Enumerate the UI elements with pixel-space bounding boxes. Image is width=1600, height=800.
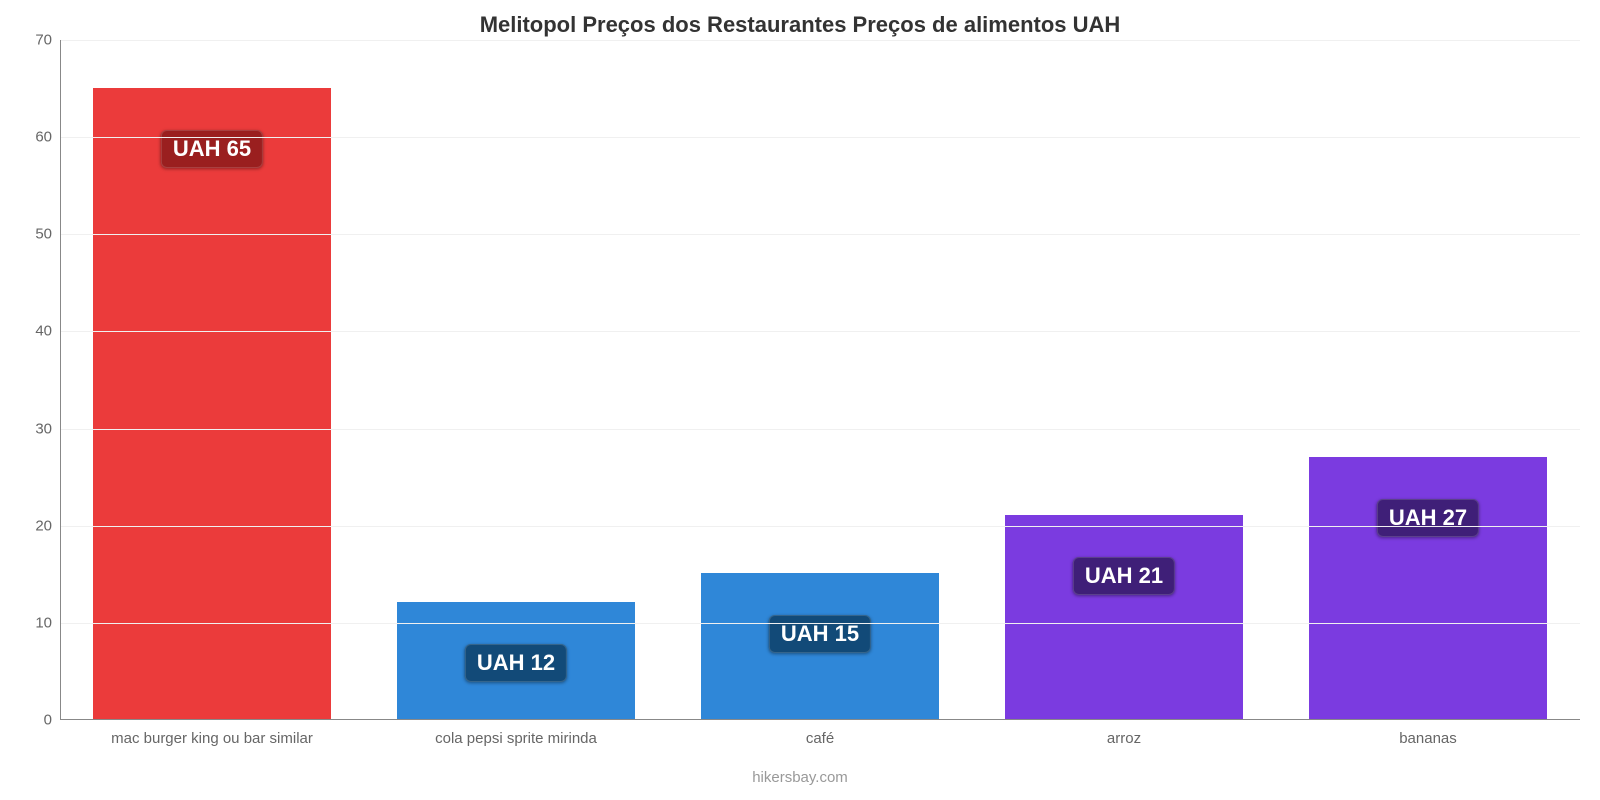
bar-slot	[972, 40, 1276, 720]
bar-slot	[364, 40, 668, 720]
x-tick-label: mac burger king ou bar similar	[111, 720, 313, 747]
grid-line	[61, 234, 1580, 235]
y-tick-label: 20	[35, 517, 60, 534]
x-tick-label: arroz	[1107, 720, 1141, 747]
grid-line	[61, 137, 1580, 138]
y-tick-label: 30	[35, 420, 60, 437]
bar	[1005, 515, 1242, 719]
price-bar-chart: Melitopol Preços dos Restaurantes Preços…	[0, 0, 1600, 800]
bar-value-label: UAH 65	[161, 130, 263, 168]
bar-value-label: UAH 15	[769, 615, 871, 653]
x-tick-label: café	[806, 720, 834, 747]
attribution-text: hikersbay.com	[0, 769, 1600, 786]
y-tick-label: 10	[35, 614, 60, 631]
grid-line	[61, 429, 1580, 430]
grid-line	[61, 40, 1580, 41]
y-tick-label: 0	[44, 712, 60, 729]
y-tick-label: 40	[35, 323, 60, 340]
plot-area: UAH 65UAH 12UAH 15UAH 21UAH 27 010203040…	[60, 40, 1580, 720]
bar	[1309, 457, 1546, 719]
bar-value-label: UAH 27	[1377, 499, 1479, 537]
bars-container: UAH 65 UAH 12 UAH 15 UAH 21 UAH 27	[60, 40, 1580, 720]
x-tick-label: cola pepsi sprite mirinda	[435, 720, 597, 747]
grid-line	[61, 331, 1580, 332]
y-tick-label: 70	[35, 32, 60, 49]
grid-line	[61, 623, 1580, 624]
chart-title: Melitopol Preços dos Restaurantes Preços…	[0, 0, 1600, 38]
bar-value-label: UAH 21	[1073, 557, 1175, 595]
bar-slot	[1276, 40, 1580, 720]
y-tick-label: 60	[35, 129, 60, 146]
bar	[93, 88, 330, 719]
bar-value-label: UAH 12	[465, 644, 567, 682]
y-tick-label: 50	[35, 226, 60, 243]
x-tick-label: bananas	[1399, 720, 1457, 747]
grid-line	[61, 526, 1580, 527]
